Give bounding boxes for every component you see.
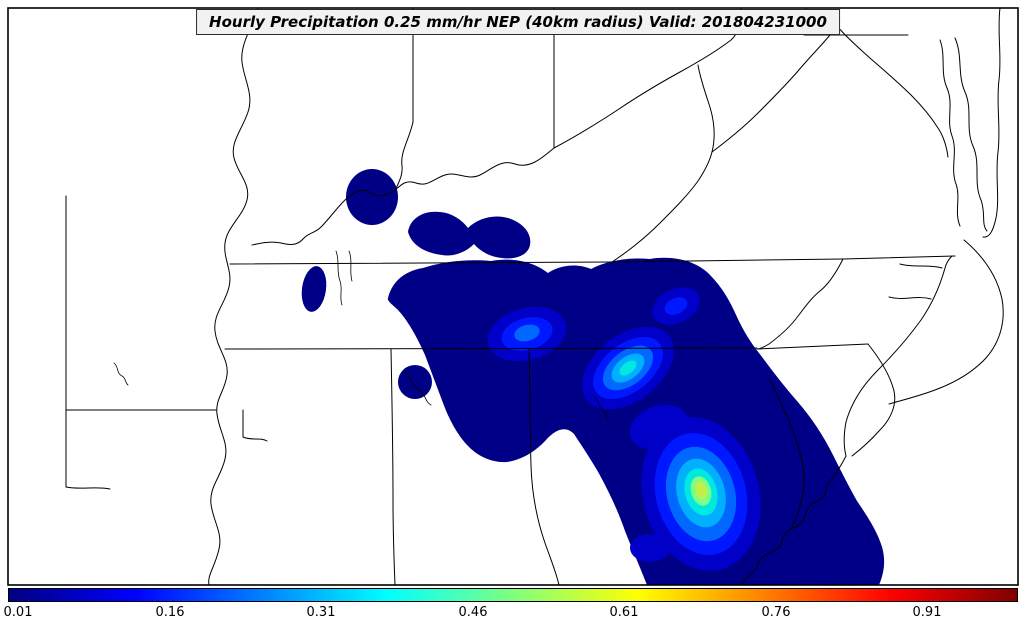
map-frame: [7, 7, 1019, 586]
kentucky-tennessee-border: [229, 261, 613, 265]
colorbar: [8, 588, 1018, 602]
northcarolina-southcarolina-border: [851, 343, 896, 457]
colorbar-tick-label: 0.01: [3, 605, 33, 620]
atlantic-coast-southcarolina-georgia: [740, 455, 847, 585]
atlantic-coast-virginia-northcarolina: [843, 255, 953, 457]
contour-level-8-ga-sc-max: [695, 481, 707, 499]
chesapeake-bay-east-shore: [954, 37, 988, 232]
georgia-northcarolina-border: [756, 343, 869, 350]
plot-title: Hourly Precipitation 0.25 mm/hr NEP (40k…: [196, 9, 840, 35]
illinois-indiana-border: [395, 8, 414, 190]
colorbar-tick-label: 0.76: [761, 605, 791, 620]
big-sandy-river: [697, 64, 715, 153]
colorbar-tick-label: 0.16: [155, 605, 185, 620]
contour-level-1-isolated-cell-north-alabama: [398, 365, 432, 399]
georgia-river-mark: [593, 396, 610, 420]
precipitation-contours: [301, 169, 885, 585]
cumberland-river-west: [348, 250, 353, 282]
tennessee-river-west: [335, 250, 343, 306]
savannah-river: [769, 378, 805, 530]
chesapeake-bay-west-shore: [939, 39, 961, 227]
pamlico-sound: [888, 296, 932, 300]
contour-level-1-isolated-cell-evansville: [346, 169, 398, 225]
potomac-river: [836, 25, 949, 158]
colorbar-tick-label: 0.46: [458, 605, 488, 620]
contour-level-1-isolated-cell-bootheel: [301, 266, 327, 312]
colorbar-tick-label: 0.31: [306, 605, 336, 620]
arkansas-south-border: [65, 486, 111, 490]
colorbar-tick-label: 0.61: [609, 605, 639, 620]
contour-level-4-middle-tennessee: [514, 324, 540, 342]
contour-level-3-nc-lobe: [664, 297, 688, 315]
albemarle-sound: [899, 263, 943, 269]
delmarva-atlantic-coast: [982, 8, 1001, 238]
outer-banks: [888, 239, 1004, 405]
mississippi-river: [208, 8, 259, 585]
kentucky-virginia-border: [611, 151, 713, 263]
missouri-bootheel: [242, 409, 268, 442]
alabama-georgia-border: [528, 348, 560, 585]
colorbar-tick-label: 0.91: [912, 605, 942, 620]
contour-level-2-south-georgia: [630, 534, 670, 562]
contour-level-1-isolated-cell-west-kentucky: [408, 211, 531, 259]
tennessee-south-border: [224, 347, 758, 350]
mississippi-alabama-border: [390, 348, 396, 585]
tennessee-northcarolina-border: [756, 258, 844, 350]
tennessee-river-alabama: [403, 370, 432, 406]
ohio-river-west: [251, 147, 555, 246]
arkansas-river-mark: [113, 362, 129, 386]
contour-level-6-east-tennessee: [619, 360, 637, 376]
